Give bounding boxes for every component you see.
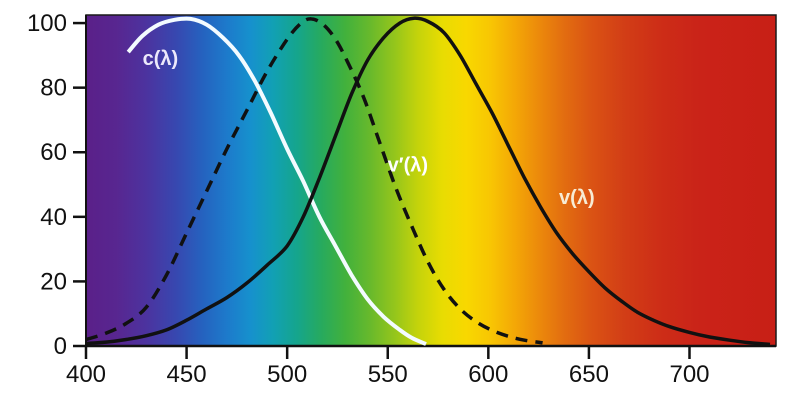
c-lambda-circadian-sensitivity-curve (126, 16, 427, 346)
x-tick-label: 400 (66, 361, 106, 388)
v-lambda-photopic-sensitivity-curve (85, 16, 771, 347)
x-tick-label: 550 (368, 361, 408, 388)
y-tick-label: 20 (40, 268, 67, 295)
v-prime-lambda-scotopic-sensitivity-curve (85, 17, 543, 345)
x-tick-label: 500 (267, 361, 307, 388)
y-tick-label: 40 (40, 204, 67, 231)
x-tick-label: 650 (569, 361, 609, 388)
v-lambda-photopic-sensitivity-label: v(λ) (559, 187, 595, 209)
c-lambda-circadian-sensitivity-label: c(λ) (143, 48, 179, 70)
y-tick-label: 100 (27, 10, 67, 37)
x-tick-label: 600 (468, 361, 508, 388)
v-prime-lambda-scotopic-sensitivity-label: v′(λ) (388, 155, 428, 177)
y-tick-label: 60 (40, 139, 67, 166)
x-tick-label: 450 (167, 361, 207, 388)
x-tick-label: 700 (669, 361, 709, 388)
y-tick-label: 80 (40, 75, 67, 102)
spectrum-background (85, 14, 777, 347)
y-tick-label: 0 (54, 333, 67, 360)
